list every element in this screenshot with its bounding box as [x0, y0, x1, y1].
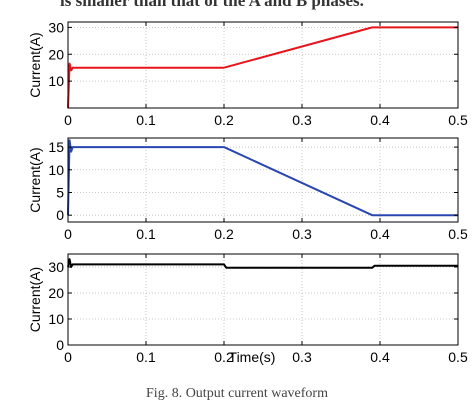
y-tick-label: 20 [48, 285, 64, 301]
chart-panel-2: 0 0.1 0.2 0.3 0.4 0.5 0 5 10 15 Current(A) [27, 137, 468, 242]
x-tick-label: 0.2 [214, 349, 234, 365]
y-tick-label: 10 [48, 311, 64, 327]
x-tick-label: 0 [64, 112, 72, 128]
axes-frame [67, 253, 459, 346]
figure-caption: Fig. 8. Output current waveform [146, 386, 328, 401]
y-tick-label: 20 [48, 46, 64, 62]
y-tick-label: 30 [48, 19, 64, 35]
y-tick-label: 15 [48, 139, 64, 155]
x-tick-label: 0.5 [448, 112, 468, 128]
x-tick-label: 0.3 [292, 349, 312, 365]
x-tick-label: 0.5 [448, 349, 468, 365]
x-tick-label: 0.5 [448, 226, 468, 242]
y-tick-label: 10 [48, 73, 64, 89]
x-tick-label: 0.4 [370, 349, 390, 365]
x-tick-label: 0.1 [136, 112, 156, 128]
x-tick-label: 0.4 [370, 112, 390, 128]
series-line-1 [67, 139, 458, 217]
x-tick-label: 0.2 [214, 226, 234, 242]
y-axis-label: Current(A) [27, 147, 43, 212]
y-tick-label: 5 [56, 184, 64, 200]
axes-frame [67, 21, 459, 109]
y-axis-label: Current(A) [27, 267, 43, 332]
axes-frame [67, 137, 459, 223]
x-tick-label: 0.3 [292, 112, 312, 128]
x-tick-label: 0.4 [370, 226, 390, 242]
x-axis-label: Time(s) [229, 349, 276, 365]
x-tick-label: 0.1 [136, 349, 156, 365]
x-tick-label: 0 [64, 226, 72, 242]
y-tick-label: 0 [56, 207, 64, 223]
y-tick-label: 0 [56, 337, 64, 353]
chart-panel-3: 0 0.1 0.2 0.3 0.4 0.5 0 10 20 30 Current(A) Time(s) [27, 253, 468, 365]
y-tick-label: 10 [48, 162, 64, 178]
y-tick-label: 30 [48, 259, 64, 275]
x-tick-label: 0 [64, 349, 72, 365]
x-tick-label: 0.1 [136, 226, 156, 242]
series-line-1 [67, 26, 458, 109]
x-tick-label: 0.3 [292, 226, 312, 242]
y-axis-label: Current(A) [27, 32, 43, 97]
chart-panel-1: 0 0.1 0.2 0.3 0.4 0.5 10 20 30 Current(A) [27, 19, 468, 128]
header-text: is smaller than that of the A and B phas… [60, 0, 364, 10]
series-line-1 [67, 258, 458, 269]
x-tick-label: 0.2 [214, 112, 234, 128]
